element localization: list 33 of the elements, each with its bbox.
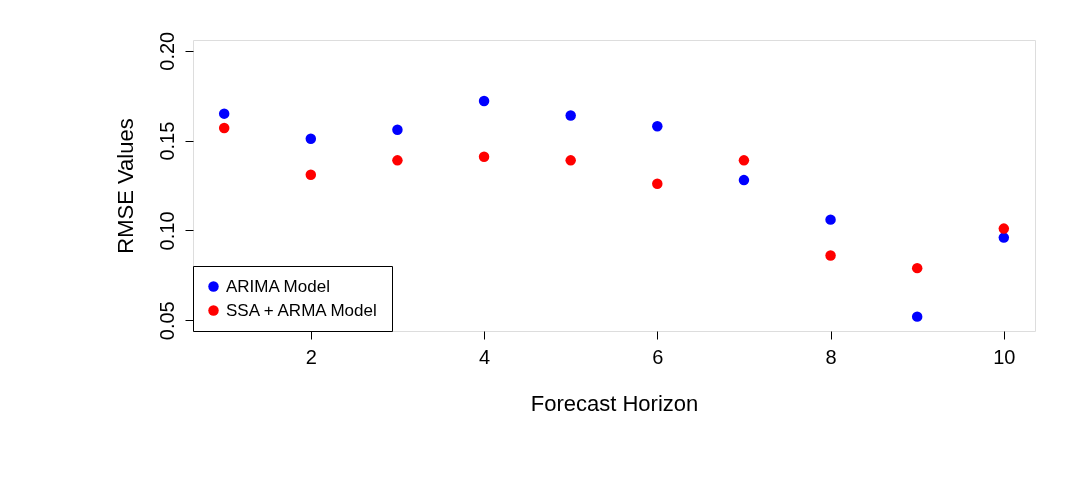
point: [738, 174, 750, 186]
point: [738, 155, 750, 166]
point: [998, 223, 1010, 234]
point: [392, 124, 403, 136]
x-tick-label: 6: [652, 345, 664, 368]
point: [392, 155, 403, 166]
point: [652, 178, 663, 189]
point: [565, 110, 576, 121]
point: [305, 133, 317, 145]
point: [825, 250, 836, 261]
point: [478, 95, 490, 107]
point: [478, 151, 490, 162]
y-tick-label: 0.15: [155, 121, 178, 161]
y-tick-label: 0.05: [155, 301, 178, 341]
legend-label: SSA + ARMA Model: [226, 300, 377, 320]
point: [218, 108, 230, 119]
y-tick-label: 0.20: [155, 31, 178, 71]
point: [218, 122, 230, 134]
x-tick-label: 2: [305, 345, 317, 368]
x-tick-label: 8: [825, 345, 837, 368]
point: [652, 120, 663, 132]
y-axis-title: RMSE Values: [112, 118, 138, 254]
x-tick-label: 10: [993, 345, 1016, 368]
point: [998, 232, 1010, 243]
point: [911, 311, 923, 322]
legend-label: ARIMA Model: [226, 276, 330, 296]
x-axis-title: Forecast Horizon: [530, 390, 699, 416]
point: [825, 214, 836, 225]
point: [911, 262, 923, 274]
point: [565, 155, 576, 166]
x-tick-label: 4: [479, 345, 491, 368]
point: [305, 169, 317, 180]
y-tick-label: 0.10: [155, 211, 178, 251]
